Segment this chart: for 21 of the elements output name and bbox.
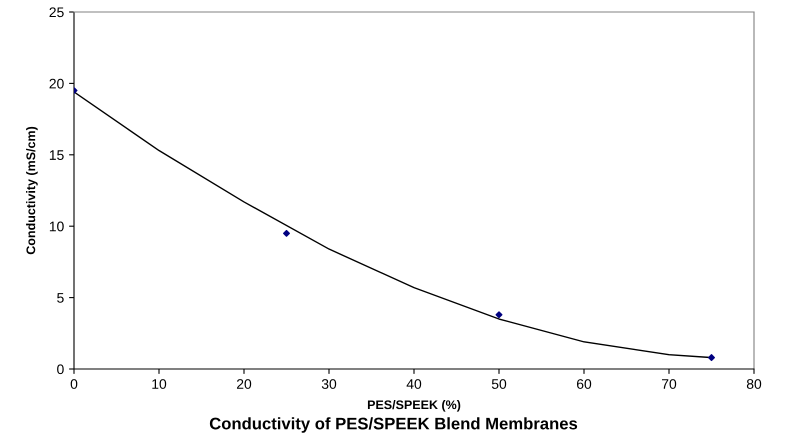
x-tick-label: 0 bbox=[70, 379, 78, 389]
x-tick-label: 50 bbox=[492, 379, 506, 389]
x-tick-label: 10 bbox=[152, 379, 166, 389]
point bbox=[496, 311, 502, 318]
x-tick-label: 80 bbox=[746, 379, 762, 389]
y-tick-label: 5 bbox=[57, 293, 64, 303]
x-axis-title: PES/SPEEK (%) bbox=[368, 400, 460, 412]
y-tick-label: 15 bbox=[50, 150, 64, 160]
y-tick-label: 25 bbox=[50, 7, 64, 18]
point bbox=[283, 230, 290, 237]
y-tick-label: 20 bbox=[50, 78, 64, 89]
y-axis-title: Conductivity (mS/cm) bbox=[26, 126, 38, 254]
x-tick-label: 30 bbox=[322, 379, 336, 389]
point bbox=[708, 354, 715, 362]
x-tick-label: 40 bbox=[406, 379, 422, 389]
x-tick-label: 70 bbox=[662, 379, 676, 389]
x-tick-label: 60 bbox=[576, 379, 592, 389]
x-tick-label: 20 bbox=[236, 379, 252, 389]
y-tick-label: 0 bbox=[57, 364, 64, 374]
y-tick-label: 10 bbox=[50, 222, 64, 232]
text: Conductivity of PES/SPEEK Blend Membranes bbox=[210, 417, 578, 433]
